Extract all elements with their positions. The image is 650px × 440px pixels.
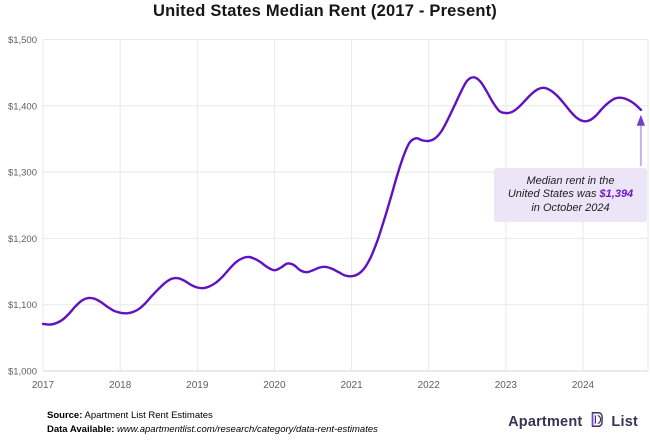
source-label: Source: <box>47 410 83 421</box>
annotation-line1: Median rent in the <box>526 174 615 187</box>
median-rent-line <box>41 76 643 326</box>
x-tick-label: 2017 <box>32 380 55 391</box>
door-logo-icon <box>587 410 606 433</box>
x-tick-label: 2020 <box>263 380 286 391</box>
logo-word-apartment: Apartment <box>508 413 583 430</box>
y-tick-label: $1,100 <box>8 300 37 311</box>
y-tick-label: $1,400 <box>8 101 37 112</box>
annotation-line2: United States was $1,394 <box>507 188 634 201</box>
median-rent-line-chart: $1,000 $1,100 $1,200 $1,300 $1,400 $1,500 2017… <box>8 35 649 391</box>
source-line: Source: Apartment List Rent Estimates <box>47 409 378 423</box>
logo-word-list: List <box>611 413 638 430</box>
page-title: United States Median Rent (2017 - Presen… <box>153 2 497 20</box>
annotation-value: $1,394 <box>599 188 634 201</box>
x-tick-label: 2019 <box>186 380 209 391</box>
apartment-list-logo: Apartment List <box>508 410 638 433</box>
x-tick-label: 2021 <box>340 380 363 391</box>
y-tick-label: $1,300 <box>8 168 37 179</box>
annotation-box: Median rent in the United States was $1,… <box>494 168 647 222</box>
chart-svg: $1,000 $1,100 $1,200 $1,300 $1,400 $1,500 2017… <box>8 35 649 391</box>
y-tick-label: $1,000 <box>8 367 37 378</box>
y-tick-label: $1,500 <box>8 35 37 46</box>
data-available-url: www.apartmentlist.com/research/category/… <box>114 423 378 435</box>
source-text: Apartment List Rent Estimates <box>82 410 213 421</box>
x-tick-label: 2022 <box>418 380 441 391</box>
data-available-line: Data Available: www.apartmentlist.com/re… <box>47 423 378 437</box>
annotation-line3: in October 2024 <box>531 201 610 214</box>
footer: Source: Apartment List Rent Estimates Da… <box>47 409 378 436</box>
annotation-arrow-head <box>636 114 646 126</box>
x-tick-label: 2023 <box>495 380 518 391</box>
x-tick-label: 2018 <box>109 380 132 391</box>
x-tick-label: 2024 <box>572 380 595 391</box>
y-tick-label: $1,200 <box>8 234 37 245</box>
data-available-label: Data Available: <box>47 423 115 435</box>
